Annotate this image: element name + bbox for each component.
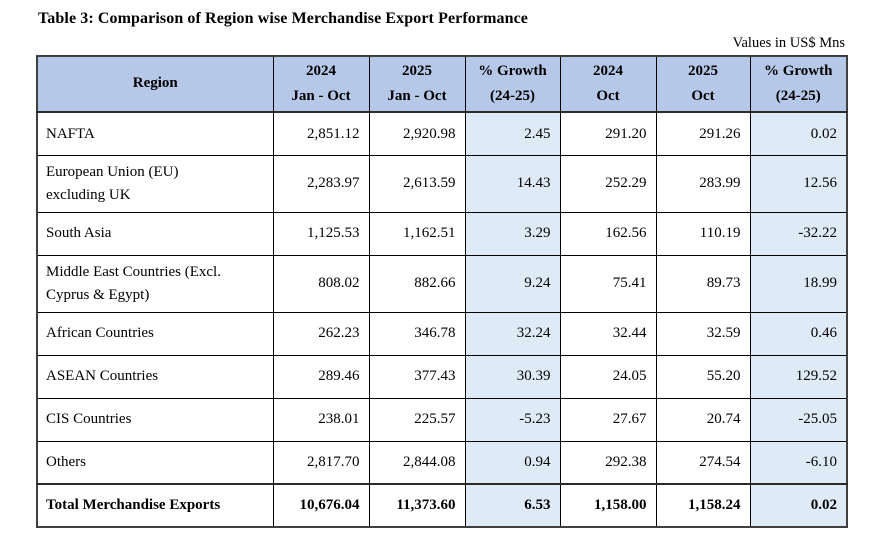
total-label-cell: Total Merchandise Exports <box>36 483 274 528</box>
value-cell: 20.74 <box>655 397 751 442</box>
region-cell: African Countries <box>36 311 274 356</box>
value-cell: 2,844.08 <box>368 440 466 485</box>
header-cell-2025-jan-oct: 2025 Jan - Oct <box>368 55 466 113</box>
header-row: Region 2024 Jan - Oct 2025 Jan - Oct % G… <box>36 55 848 113</box>
value-cell: 292.38 <box>559 440 657 485</box>
header-cell-region: Region <box>36 55 274 113</box>
value-cell: 1,162.51 <box>368 211 466 256</box>
region-cell: European Union (EU) excluding UK <box>36 154 274 213</box>
total-value-cell: 1,158.00 <box>559 483 657 528</box>
growth-cell: -6.10 <box>749 440 848 485</box>
value-cell: 110.19 <box>655 211 751 256</box>
document-page: Table 3: Comparison of Region wise Merch… <box>36 10 848 528</box>
value-cell: 291.20 <box>559 111 657 156</box>
growth-cell: 129.52 <box>749 354 848 399</box>
value-cell: 2,283.97 <box>272 154 370 213</box>
growth-cell: 0.02 <box>749 111 848 156</box>
value-cell: 289.46 <box>272 354 370 399</box>
value-cell: 291.26 <box>655 111 751 156</box>
total-value-cell: 11,373.60 <box>368 483 466 528</box>
value-cell: 27.67 <box>559 397 657 442</box>
growth-cell: 9.24 <box>464 254 561 313</box>
header-cell-2025-oct: 2025 Oct <box>655 55 751 113</box>
total-growth-cell: 0.02 <box>749 483 848 528</box>
growth-cell: 0.46 <box>749 311 848 356</box>
growth-cell: 14.43 <box>464 154 561 213</box>
growth-cell: -5.23 <box>464 397 561 442</box>
header-cell-growth-ytd: % Growth (24-25) <box>464 55 561 113</box>
value-cell: 162.56 <box>559 211 657 256</box>
growth-cell: -25.05 <box>749 397 848 442</box>
total-value-cell: 1,158.24 <box>655 483 751 528</box>
growth-cell: 12.56 <box>749 154 848 213</box>
merchandise-export-table: Region 2024 Jan - Oct 2025 Jan - Oct % G… <box>36 55 848 528</box>
value-cell: 89.73 <box>655 254 751 313</box>
table-row-total: Total Merchandise Exports 10,676.04 11,3… <box>36 483 848 528</box>
value-cell: 225.57 <box>368 397 466 442</box>
value-cell: 252.29 <box>559 154 657 213</box>
table-row-cis: CIS Countries 238.01 225.57 -5.23 27.67 … <box>36 397 848 442</box>
value-cell: 32.44 <box>559 311 657 356</box>
growth-cell: 30.39 <box>464 354 561 399</box>
table-row-others: Others 2,817.70 2,844.08 0.94 292.38 274… <box>36 440 848 485</box>
table-row-nafta: NAFTA 2,851.12 2,920.98 2.45 291.20 291.… <box>36 111 848 156</box>
value-cell: 808.02 <box>272 254 370 313</box>
page-title: Table 3: Comparison of Region wise Merch… <box>38 10 529 27</box>
region-cell: South Asia <box>36 211 274 256</box>
value-cell: 1,125.53 <box>272 211 370 256</box>
value-cell: 346.78 <box>368 311 466 356</box>
value-cell: 55.20 <box>655 354 751 399</box>
units-note: Values in US$ Mns <box>732 35 845 51</box>
table-header: Region 2024 Jan - Oct 2025 Jan - Oct % G… <box>36 55 848 113</box>
value-cell: 283.99 <box>655 154 751 213</box>
region-cell: NAFTA <box>36 111 274 156</box>
value-cell: 882.66 <box>368 254 466 313</box>
header-cell-2024-jan-oct: 2024 Jan - Oct <box>272 55 370 113</box>
value-cell: 2,851.12 <box>272 111 370 156</box>
table-row-african: African Countries 262.23 346.78 32.24 32… <box>36 311 848 356</box>
region-cell: Others <box>36 440 274 485</box>
total-value-cell: 10,676.04 <box>272 483 370 528</box>
growth-cell: 2.45 <box>464 111 561 156</box>
table-row-asean: ASEAN Countries 289.46 377.43 30.39 24.0… <box>36 354 848 399</box>
value-cell: 2,817.70 <box>272 440 370 485</box>
region-cell: CIS Countries <box>36 397 274 442</box>
growth-cell: 18.99 <box>749 254 848 313</box>
growth-cell: -32.22 <box>749 211 848 256</box>
value-cell: 32.59 <box>655 311 751 356</box>
value-cell: 238.01 <box>272 397 370 442</box>
table-body: NAFTA 2,851.12 2,920.98 2.45 291.20 291.… <box>36 111 848 528</box>
value-cell: 75.41 <box>559 254 657 313</box>
region-cell: ASEAN Countries <box>36 354 274 399</box>
growth-cell: 3.29 <box>464 211 561 256</box>
header-cell-growth-oct: % Growth (24-25) <box>749 55 848 113</box>
table-row-south-asia: South Asia 1,125.53 1,162.51 3.29 162.56… <box>36 211 848 256</box>
value-cell: 262.23 <box>272 311 370 356</box>
growth-cell: 32.24 <box>464 311 561 356</box>
value-cell: 24.05 <box>559 354 657 399</box>
header-cell-2024-oct: 2024 Oct <box>559 55 657 113</box>
table-row-eu: European Union (EU) excluding UK 2,283.9… <box>36 154 848 213</box>
table-row-middle-east: Middle East Countries (Excl. Cyprus & Eg… <box>36 254 848 313</box>
value-cell: 377.43 <box>368 354 466 399</box>
value-cell: 2,920.98 <box>368 111 466 156</box>
growth-cell: 0.94 <box>464 440 561 485</box>
total-growth-cell: 6.53 <box>464 483 561 528</box>
value-cell: 274.54 <box>655 440 751 485</box>
value-cell: 2,613.59 <box>368 154 466 213</box>
region-cell: Middle East Countries (Excl. Cyprus & Eg… <box>36 254 274 313</box>
